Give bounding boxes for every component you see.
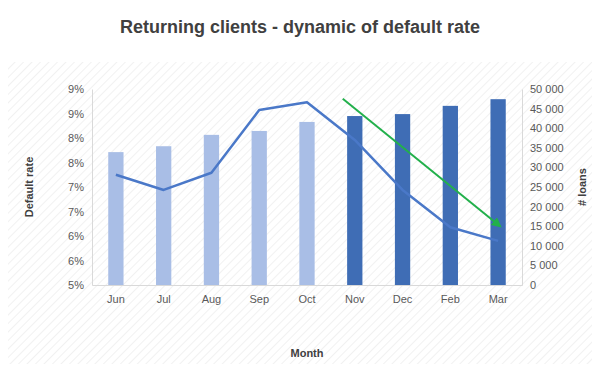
bar (252, 131, 267, 285)
tick-label: 7% (68, 206, 84, 218)
tick: 0 (522, 279, 536, 291)
tick: 6% (68, 255, 92, 267)
bar (108, 152, 123, 285)
bar (156, 146, 171, 285)
y-axis: 5% 6% 6% 7% 7% 8% 8% 9% 9% (68, 83, 92, 291)
tick: Oct (298, 285, 315, 305)
tick: 45 000 (522, 103, 564, 115)
plot-area: 5% 6% 6% 7% 7% 8% 8% 9% 9% 0 5 000 10 000 15 000 20 0… (68, 83, 564, 305)
tick-label: 0 (530, 279, 536, 291)
tick: Jul (157, 285, 171, 305)
tick: 8% (68, 157, 92, 169)
y2-axis-line (522, 90, 523, 286)
x-axis-line (93, 285, 523, 286)
tick: Feb (441, 285, 460, 305)
tick: 30 000 (522, 161, 564, 173)
tick-label: Nov (345, 293, 365, 305)
tick: Nov (345, 285, 365, 305)
tick: 25 000 (522, 181, 564, 193)
x-axis: Jun Jul Aug Sep Oct Nov Dec Feb Mar (93, 285, 523, 305)
tick-label: 30 000 (530, 161, 564, 173)
tick: Sep (249, 285, 269, 305)
tick: 7% (68, 181, 92, 193)
tick-label: 8% (68, 157, 84, 169)
tick-label: 9% (68, 108, 84, 120)
bar (299, 122, 314, 285)
y2-axis-title: # loans (576, 168, 588, 206)
tick-label: Feb (441, 293, 460, 305)
tick-label: 6% (68, 230, 84, 242)
tick: 9% (68, 83, 92, 95)
tick-label: 5 000 (530, 259, 558, 271)
tick-label: Jun (107, 293, 125, 305)
tick: 35 000 (522, 142, 564, 154)
tick-label: Sep (249, 293, 269, 305)
tick-label: Jul (157, 293, 171, 305)
tick-label: Aug (202, 293, 222, 305)
tick: 8% (68, 132, 92, 144)
bar-series (108, 99, 506, 285)
tick: 15 000 (522, 220, 564, 232)
tick: 6% (68, 230, 92, 242)
y2-axis: 0 5 000 10 000 15 000 20 000 25 000 30 000 35 0… (522, 83, 564, 291)
bar (395, 114, 410, 285)
tick-label: 15 000 (530, 220, 564, 232)
tick-label: 7% (68, 181, 84, 193)
tick-label: 35 000 (530, 142, 564, 154)
background (0, 0, 600, 372)
tick: 20 000 (522, 201, 564, 213)
tick: 50 000 (522, 83, 564, 95)
tick-label: 6% (68, 255, 84, 267)
tick-label: 20 000 (530, 201, 564, 213)
tick: Jun (107, 285, 125, 305)
tick-label: 9% (68, 83, 84, 95)
marks (108, 99, 506, 285)
tick: Dec (393, 285, 413, 305)
x-axis-title: Month (291, 347, 324, 359)
tick: 7% (68, 206, 92, 218)
tick: 10 000 (522, 240, 564, 252)
tick-label: Oct (298, 293, 315, 305)
bar (204, 135, 219, 285)
chart: Returning clients - dynamic of default r… (0, 0, 600, 372)
line (116, 102, 498, 241)
tick-label: Mar (489, 293, 508, 305)
tick: Mar (489, 285, 508, 305)
tick-label: 5% (68, 279, 84, 291)
hatch-background (8, 62, 592, 364)
tick-label: 50 000 (530, 83, 564, 95)
tick: Aug (202, 285, 222, 305)
tick-label: 40 000 (530, 122, 564, 134)
tick-label: 25 000 (530, 181, 564, 193)
y-axis-line (92, 90, 93, 286)
tick-label: 10 000 (530, 240, 564, 252)
tick-label: 8% (68, 132, 84, 144)
bar (443, 106, 458, 285)
tick-label: Dec (393, 293, 413, 305)
tick: 9% (68, 108, 92, 120)
y-axis-title: Default rate (23, 157, 35, 218)
bar (490, 99, 505, 285)
title: Returning clients - dynamic of default r… (120, 17, 480, 37)
tick: 5 000 (522, 259, 558, 271)
trend-arrow (343, 99, 500, 226)
tick: 5% (68, 279, 92, 291)
tick-label: 45 000 (530, 103, 564, 115)
tick: 40 000 (522, 122, 564, 134)
